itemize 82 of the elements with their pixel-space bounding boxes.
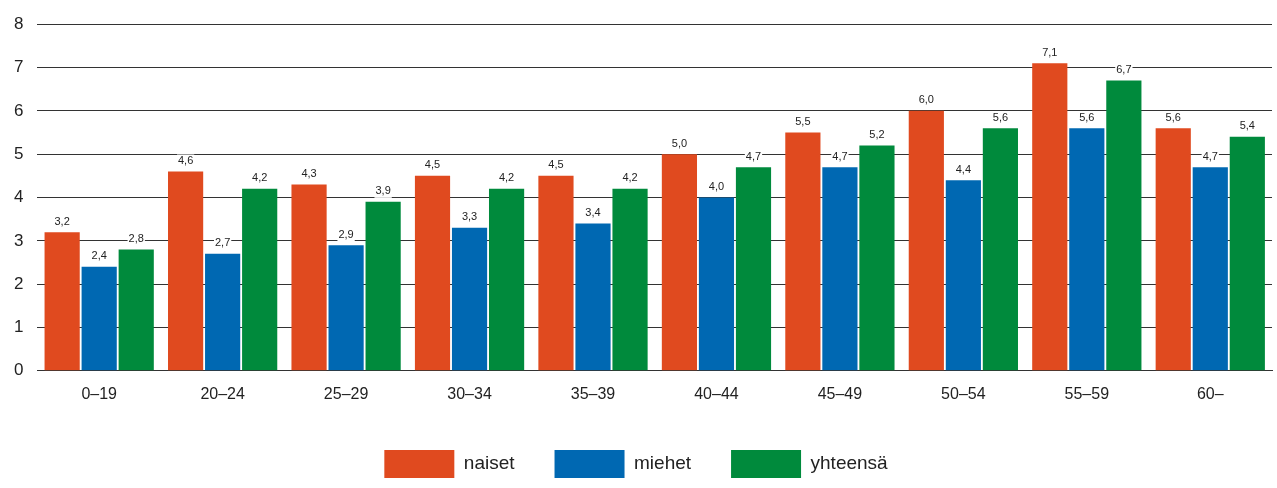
- x-tick-label: 45–49: [817, 384, 863, 402]
- bar: [1069, 128, 1105, 371]
- bar: [575, 223, 611, 371]
- legend-label: naiset: [463, 452, 516, 474]
- data-label: 5,2: [869, 128, 885, 141]
- bar: [661, 154, 698, 371]
- y-tick-label: 6: [13, 100, 24, 120]
- data-label: 3,2: [54, 214, 70, 227]
- data-label: 2,7: [214, 236, 231, 249]
- data-label: 4,7: [745, 149, 762, 162]
- data-label: 5,4: [1239, 119, 1255, 132]
- bar: [205, 253, 241, 371]
- y-tick-label: 0: [13, 360, 24, 380]
- data-label: 2,9: [338, 227, 354, 240]
- x-tick-label: 0–19: [81, 384, 118, 402]
- bar: [538, 175, 574, 371]
- data-label: 5,6: [1165, 110, 1181, 123]
- bar: [1106, 80, 1142, 371]
- data-label: 4,2: [622, 171, 638, 184]
- data-label: 6,0: [918, 93, 934, 106]
- bar: [1192, 167, 1228, 371]
- bar: [1229, 136, 1265, 371]
- y-tick-label: 1: [13, 317, 24, 337]
- legend-label: miehet: [634, 452, 692, 474]
- data-label: 5,5: [795, 115, 811, 128]
- data-label: 7,1: [1042, 45, 1058, 58]
- bar: [698, 197, 735, 371]
- data-label: 4,4: [955, 162, 972, 175]
- legend-label: yhteensä: [810, 452, 889, 474]
- bar: [1155, 128, 1191, 371]
- x-tick-label: 40–44: [694, 384, 739, 402]
- data-label: 5,0: [671, 136, 688, 149]
- x-tick-label: 55–59: [1064, 384, 1110, 402]
- x-tick-label: 35–39: [570, 384, 616, 402]
- bar: [822, 167, 858, 371]
- data-label: 4,7: [1202, 149, 1218, 162]
- x-tick-label: 50–54: [941, 384, 986, 402]
- data-label: 3,3: [461, 210, 478, 223]
- data-label: 4,2: [252, 171, 268, 184]
- data-label: 4,2: [498, 171, 515, 184]
- data-label: 4,5: [424, 158, 441, 171]
- bar: [488, 188, 525, 371]
- data-label: 3,9: [375, 184, 391, 197]
- y-tick-label: 4: [13, 187, 24, 207]
- bar: [945, 180, 981, 371]
- bar: [242, 188, 278, 371]
- bar: [328, 245, 364, 371]
- bar: [365, 201, 401, 371]
- x-tick-label: 60–: [1196, 384, 1224, 402]
- data-label: 5,6: [992, 110, 1009, 123]
- bar: [44, 232, 80, 371]
- data-label: 4,6: [177, 154, 194, 167]
- bar: [414, 175, 451, 371]
- y-tick-label: 3: [13, 230, 24, 250]
- data-label: 2,8: [128, 232, 144, 245]
- bar: [908, 110, 944, 371]
- bar: [735, 167, 772, 371]
- bar: [1032, 63, 1068, 371]
- data-label: 2,4: [91, 249, 107, 262]
- bar: [451, 227, 488, 371]
- data-label: 6,7: [1116, 63, 1132, 76]
- data-label: 4,7: [832, 149, 848, 162]
- y-tick-label: 7: [13, 57, 24, 77]
- bar: [785, 132, 821, 371]
- data-label: 3,4: [585, 206, 601, 219]
- data-label: 4,5: [548, 158, 564, 171]
- bar: [81, 266, 117, 371]
- y-tick-label: 2: [13, 273, 24, 293]
- bar: [291, 184, 327, 371]
- x-tick-label: 30–34: [447, 384, 492, 402]
- bar: [859, 145, 895, 371]
- bar: [118, 249, 154, 371]
- data-label: 4,3: [301, 167, 317, 180]
- y-tick-label: 5: [13, 143, 24, 163]
- data-label: 4,0: [708, 180, 725, 193]
- x-tick-label: 20–24: [200, 384, 245, 402]
- y-tick-label: 8: [13, 13, 24, 33]
- x-tick-label: 25–29: [323, 384, 369, 402]
- data-label: 5,6: [1079, 110, 1095, 123]
- bar: [612, 188, 648, 371]
- bar: [168, 171, 204, 371]
- bar: [982, 128, 1018, 371]
